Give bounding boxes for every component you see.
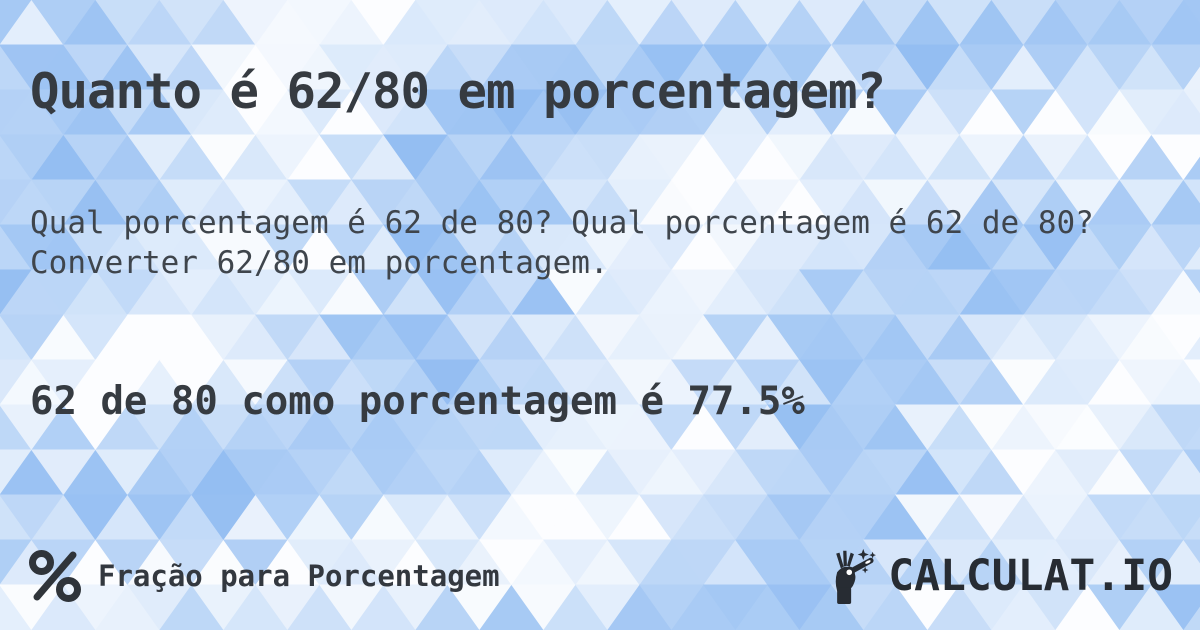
answer-text: 62 de 80 como porcentagem é 77.5%: [30, 379, 805, 424]
magic-wand-hand-icon: [835, 548, 877, 604]
footer: Fração para Porcentagem: [28, 548, 1173, 604]
category: Fração para Porcentagem: [28, 549, 500, 603]
page-title: Quanto é 62/80 em porcentagem?: [30, 62, 886, 120]
brand-logo: CALCULAT.IO: [828, 548, 1173, 604]
percent-icon: [29, 550, 81, 602]
question-text: Qual porcentagem é 62 de 80? Qual porcen…: [30, 205, 1094, 281]
category-label: Fração para Porcentagem: [98, 559, 500, 593]
brand-name: CALCULAT.IO: [888, 551, 1173, 601]
